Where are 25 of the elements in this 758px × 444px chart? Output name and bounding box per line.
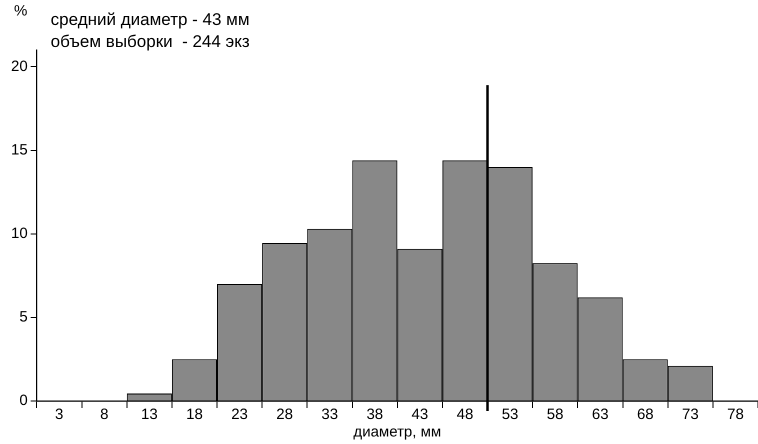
y-axis-title: % bbox=[14, 2, 28, 20]
x-tick-label: 78 bbox=[727, 406, 744, 424]
x-tick-label: 3 bbox=[55, 406, 64, 424]
x-tick-label: 53 bbox=[502, 406, 518, 424]
y-tick-label: 20 bbox=[10, 58, 28, 75]
x-tick-label: 38 bbox=[366, 406, 384, 424]
x-tick-label: 68 bbox=[636, 406, 654, 424]
x-tick-label: 48 bbox=[456, 406, 474, 424]
x-tick-label: 58 bbox=[546, 406, 564, 424]
x-tick-label: 63 bbox=[592, 406, 609, 424]
y-tick-label: 0 bbox=[19, 392, 28, 410]
y-tick-label: 5 bbox=[19, 308, 28, 326]
x-tick-label: 13 bbox=[141, 406, 158, 424]
y-tick-label: 15 bbox=[10, 141, 28, 158]
x-axis-title: диаметр, мм bbox=[353, 424, 442, 441]
x-tick-label: 23 bbox=[231, 406, 248, 424]
x-tick-label: 43 bbox=[412, 406, 428, 424]
y-tick-label: 10 bbox=[10, 225, 28, 242]
x-tick-label: 73 bbox=[682, 406, 699, 424]
x-tick-label: 8 bbox=[100, 406, 108, 424]
annotation: объем выборки - 244 экз bbox=[50, 32, 250, 52]
x-tick-label: 18 bbox=[186, 406, 203, 424]
x-tick-label: 33 bbox=[321, 406, 338, 424]
text: средний диаметр - 43 мм bbox=[50, 10, 250, 30]
x-tick-label: 28 bbox=[276, 406, 293, 424]
